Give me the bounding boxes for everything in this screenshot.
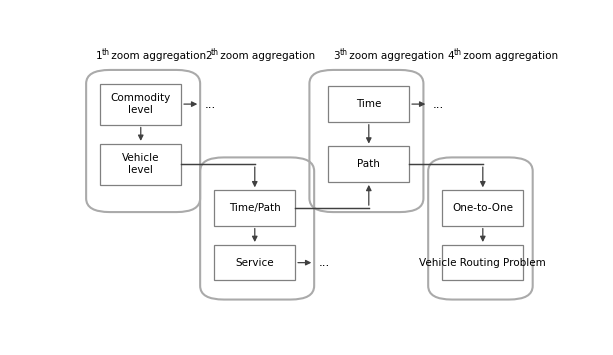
Text: Time/Path: Time/Path [229, 203, 281, 213]
Text: zoom aggregation: zoom aggregation [460, 51, 558, 61]
FancyBboxPatch shape [443, 190, 524, 226]
Text: Vehicle Routing Problem: Vehicle Routing Problem [419, 258, 546, 268]
Text: 4: 4 [447, 51, 454, 61]
Text: ...: ... [433, 98, 444, 111]
Text: th: th [102, 48, 110, 57]
Text: 3: 3 [333, 51, 340, 61]
Text: th: th [340, 48, 348, 57]
Text: zoom aggregation: zoom aggregation [217, 51, 315, 61]
Text: th: th [454, 48, 462, 57]
Text: Service: Service [235, 258, 274, 268]
FancyBboxPatch shape [215, 190, 295, 226]
FancyBboxPatch shape [329, 147, 409, 182]
Text: th: th [211, 48, 219, 57]
Text: zoom aggregation: zoom aggregation [108, 51, 206, 61]
Text: Time: Time [356, 99, 381, 109]
Text: Vehicle
level: Vehicle level [122, 153, 159, 175]
FancyBboxPatch shape [329, 86, 409, 122]
FancyBboxPatch shape [101, 84, 181, 125]
Text: One-to-One: One-to-One [452, 203, 513, 213]
Text: 2: 2 [205, 51, 211, 61]
FancyBboxPatch shape [215, 245, 295, 280]
Text: 1: 1 [96, 51, 102, 61]
FancyBboxPatch shape [101, 144, 181, 185]
Text: ...: ... [319, 256, 330, 269]
Text: ...: ... [205, 98, 216, 111]
FancyBboxPatch shape [443, 245, 524, 280]
Text: Commodity
level: Commodity level [110, 93, 171, 115]
Text: Path: Path [357, 159, 380, 169]
Text: zoom aggregation: zoom aggregation [346, 51, 444, 61]
